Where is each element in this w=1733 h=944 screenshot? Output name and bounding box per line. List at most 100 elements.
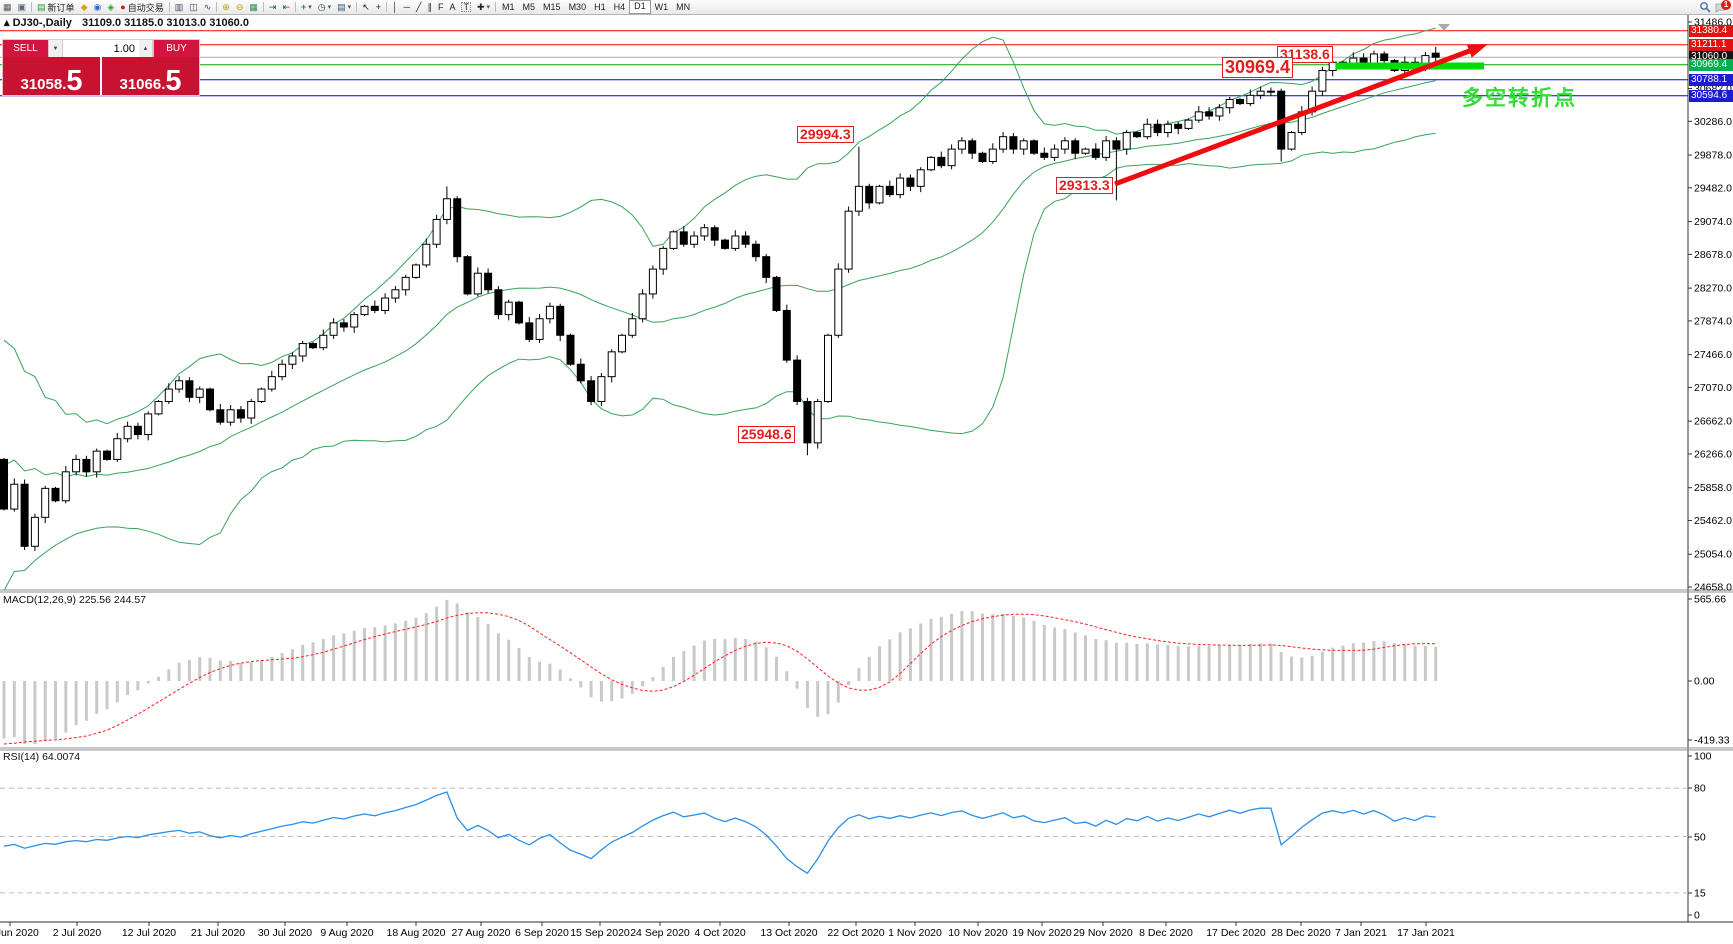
metaeditor-icon: ◆ [80,2,88,12]
candle-body [10,483,19,510]
signals-button[interactable]: ◈ [104,1,117,14]
candle-body [968,140,977,154]
line-chart-mode-button[interactable]: ∿ [201,1,215,14]
cursor-tool-button[interactable]: ↖ [359,1,373,14]
timeframe-m30[interactable]: M30 [568,2,587,12]
zoom-out-button[interactable]: ⊖ [233,1,247,14]
auto-scroll-icon: ⇥ [268,2,277,12]
autotrading-button[interactable]: ● 自动交易 [117,1,166,14]
periods-button[interactable]: ◷ ▾ [315,1,334,14]
timeframe-h1[interactable]: H1 [594,2,606,12]
toolbar-separator [216,2,218,12]
fibonacci-icon: F [437,2,444,12]
chevron-down-icon: ▾ [308,4,312,11]
buy-button[interactable]: BUY [153,40,199,57]
templates-icon: ▤ [337,2,346,12]
timeframe-w1[interactable]: W1 [654,2,669,12]
chart-shift-button[interactable]: ⇤ [279,1,293,14]
candle-body [412,264,420,278]
new-chart-button[interactable]: ▦ [0,1,15,14]
candle-body [1091,148,1100,158]
timeframe-mn[interactable]: MN [676,2,691,12]
price-annotation[interactable]: 29994.3 [797,126,854,144]
macd-tick-label: 0.00 [1694,676,1715,688]
price-axis-badge: 30788.1 [1689,73,1733,86]
sell-button[interactable]: SELL [3,40,49,57]
candle-body [1143,123,1152,138]
toolbar-separator [495,2,497,12]
horizontal-line-tool-button[interactable]: ─ [401,1,413,14]
fibonacci-tool-button[interactable]: F [435,1,447,14]
trendline-tool-button[interactable]: ╱ [413,1,424,14]
chart-text-note[interactable]: 多空转折点 [1462,87,1577,110]
candle-body [937,156,946,167]
market-button[interactable]: ◉ [90,1,104,14]
search-icon[interactable] [1699,1,1711,13]
arrows-icon: ✚ [476,2,485,12]
candle-body [515,301,523,324]
text-tool-button[interactable]: A [446,1,458,14]
timeframe-m1[interactable]: M1 [502,2,515,12]
channel-tool-button[interactable]: ∥ [424,1,435,14]
candle-body [618,334,626,353]
arrows-tool-button[interactable]: ✚ ▾ [474,1,493,14]
auto-scroll-button[interactable]: ⇥ [266,1,280,14]
price-annotation[interactable]: 29313.3 [1056,177,1113,195]
cursor-icon: ↖ [362,2,370,12]
timeframe-m15[interactable]: M15 [543,2,561,12]
trend-arrow-line[interactable] [1114,45,1480,187]
candle-body [1246,94,1255,105]
candle-body [185,380,194,398]
candle-body [473,272,482,295]
chart-shift-marker[interactable] [1438,24,1450,31]
candle-body [360,305,369,316]
candlestick-mode-button[interactable]: ◫ [186,1,201,14]
candle-body [762,256,771,278]
candle-body [329,322,338,336]
label-tool-button[interactable]: T [458,1,474,14]
profiles-button[interactable]: ▣ [15,1,30,14]
tile-windows-button[interactable]: ▦ [246,1,261,14]
volume-input[interactable]: 1.00 [63,40,139,57]
timeframe-h4[interactable]: H4 [613,2,626,12]
one-click-trading-panel: SELL ▼ 1.00 ▲ BUY 31058. 5 31066. 5 [2,39,200,96]
candle-body [1050,148,1059,158]
sell-price[interactable]: 31058. 5 [3,57,100,97]
price-tick-label: 29878.0 [1694,150,1732,162]
macd-indicator-label: MACD(12,26,9) 225.56 244.57 [3,594,147,606]
date-tick-label: 2 Jul 2020 [53,927,102,939]
rsi-indicator-label: RSI(14) 64.0074 [3,751,81,763]
toolbar-separator [262,2,264,12]
text-icon: A [449,2,456,12]
vertical-line-tool-button[interactable]: │ [389,1,401,14]
candle-body [370,305,379,311]
buy-price[interactable]: 31066. 5 [102,57,199,96]
volume-decrease-button[interactable]: ▼ [49,40,63,57]
crosshair-tool-button[interactable]: + [373,1,384,14]
candle-body [566,334,575,365]
candle-body [731,235,740,249]
price-annotation[interactable]: 25948.6 [738,426,795,444]
notifications-button[interactable]: 1 [1715,0,1731,13]
volume-increase-button[interactable]: ▲ [139,40,153,57]
templates-button[interactable]: ▤ ▾ [334,1,354,14]
date-tick-label: 13 Oct 2020 [760,927,817,939]
price-axis-badge: 31380.4 [1689,24,1733,37]
price-annotation[interactable]: 30969.4 [1222,57,1294,79]
timeframe-d1[interactable]: D1 [629,0,651,14]
new-order-button[interactable]: ▤ 新订单 [34,1,78,14]
candle-body [721,239,729,249]
metaeditor-button[interactable]: ◆ [78,1,91,14]
bar-chart-mode-button[interactable]: ▥ [172,1,187,14]
price-tick-label: 27070.0 [1694,382,1732,394]
timeframe-m5[interactable]: M5 [522,2,536,12]
indicators-button[interactable]: + ▾ [298,1,315,14]
price-tick-label: 25054.0 [1694,549,1732,561]
zoom-in-button[interactable]: ⊕ [219,1,233,14]
date-tick-label: 1 Nov 2020 [888,927,942,939]
sell-price-pip: 5 [66,65,83,97]
candle-body [875,185,884,204]
rsi-tick-label: 50 [1694,832,1706,844]
date-tick-label: 7 Jan 2021 [1335,927,1387,939]
